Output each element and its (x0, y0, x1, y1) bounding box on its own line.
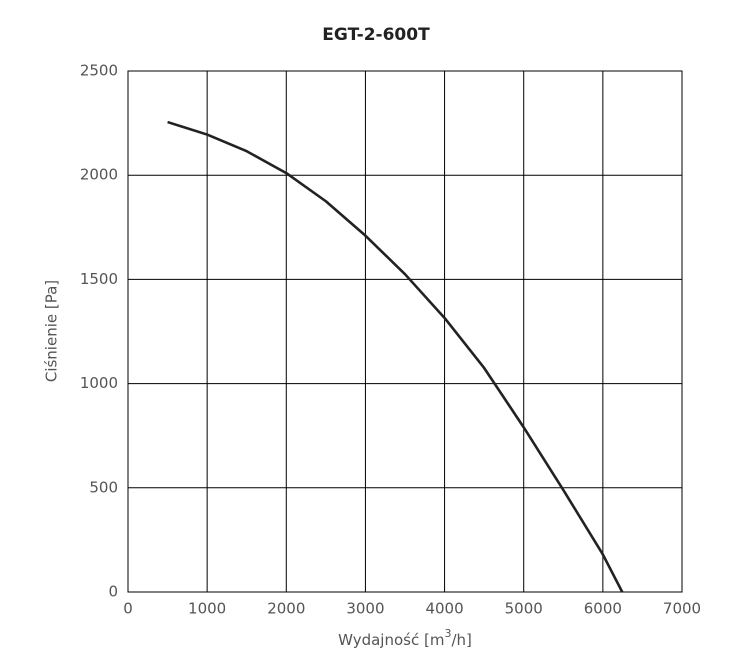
plot-frame (127, 70, 683, 593)
x-label-text: /h] (451, 631, 471, 649)
x-label-text: Wydajność [m (338, 631, 444, 649)
y-tick-label: 0 (108, 583, 118, 601)
x-tick-label: 3000 (346, 600, 384, 618)
x-axis-label: Wydajność [m3/h] (338, 627, 472, 649)
y-tick-label: 1000 (80, 374, 118, 392)
x-label-sup: 3 (444, 627, 451, 640)
y-tick-label: 500 (89, 478, 118, 496)
x-tick-label: 0 (123, 600, 133, 618)
x-tick-label: 6000 (584, 600, 622, 618)
y-axis-label: Ciśnienie [Pa] (43, 280, 61, 382)
y-tick-label: 2000 (80, 166, 118, 184)
chart-title: EGT-2-600T (322, 25, 430, 45)
x-tick-label: 4000 (425, 600, 463, 618)
x-tick-label: 1000 (188, 600, 226, 618)
y-tick-label: 2500 (80, 62, 118, 80)
curve (167, 120, 624, 593)
y-tick-label: 1500 (80, 270, 118, 288)
x-tick-label: 5000 (505, 600, 543, 618)
x-tick-label: 7000 (663, 600, 701, 618)
x-tick-label: 2000 (267, 600, 305, 618)
